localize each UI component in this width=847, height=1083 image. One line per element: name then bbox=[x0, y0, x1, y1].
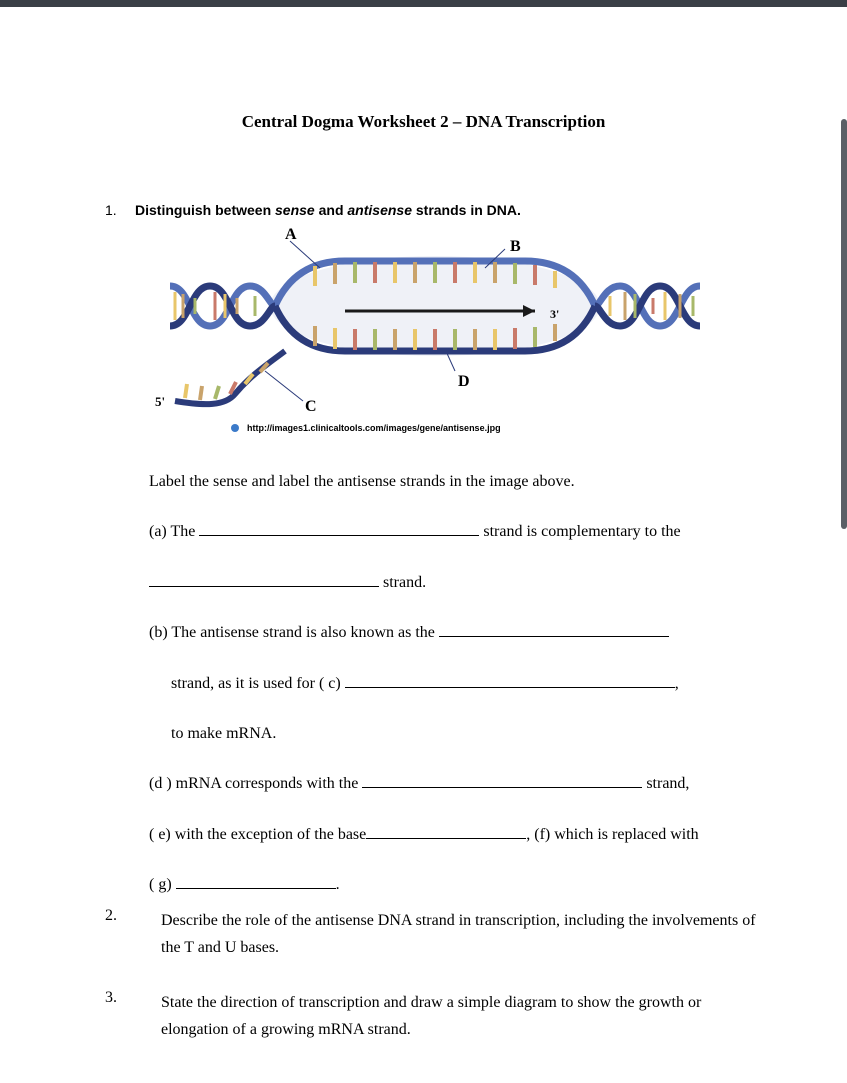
q1a-blank1 bbox=[199, 522, 479, 536]
q1-a-line2: strand. bbox=[149, 572, 767, 594]
q1-d: (d ) mRNA corresponds with the strand, bbox=[149, 773, 767, 795]
q1a-blank2 bbox=[149, 572, 379, 586]
q2-text: Describe the role of the antisense DNA s… bbox=[161, 907, 767, 961]
dna-diagram: A B C D 5' 3' http://images1.clinicaltoo… bbox=[135, 226, 767, 441]
q1-prompt-after: strands in DNA. bbox=[412, 202, 521, 218]
q1-b-line3: to make mRNA. bbox=[149, 723, 767, 745]
label-3prime: 3' bbox=[550, 307, 559, 321]
q1g-blank bbox=[176, 875, 336, 889]
q1-prompt-mid: and bbox=[315, 202, 348, 218]
q1g-after: . bbox=[336, 876, 340, 893]
scrollbar[interactable] bbox=[841, 119, 847, 529]
q1-number: 1. bbox=[105, 202, 121, 218]
q1b-before: (b) The antisense strand is also known a… bbox=[149, 624, 439, 641]
dna-svg: A B C D 5' 3' http://images1.clinicaltoo… bbox=[135, 226, 735, 436]
q1e-after: , (f) which is replaced with bbox=[526, 826, 698, 843]
q1-prompt: Distinguish between sense and antisense … bbox=[135, 202, 521, 218]
q1-a: (a) The strand is complementary to the bbox=[149, 521, 767, 543]
q1-sense: sense bbox=[275, 202, 315, 218]
document-page: Central Dogma Worksheet 2 – DNA Transcri… bbox=[0, 112, 847, 1083]
q1-prompt-part1: Distinguish between bbox=[135, 202, 275, 218]
q1c-blank bbox=[345, 673, 675, 687]
q1d-blank bbox=[362, 774, 642, 788]
question-1: 1. Distinguish between sense and antisen… bbox=[105, 202, 767, 218]
q1-e: ( e) with the exception of the base , (f)… bbox=[149, 824, 767, 846]
q1b-comma: , bbox=[675, 675, 679, 692]
label-B: B bbox=[510, 238, 521, 255]
label-A: A bbox=[285, 226, 297, 243]
label-C: C bbox=[305, 398, 317, 415]
content-area: 1. Distinguish between sense and antisen… bbox=[105, 202, 767, 1043]
q3-text: State the direction of transcription and… bbox=[161, 989, 767, 1043]
q1b-blank1 bbox=[439, 623, 669, 637]
diagram-caption: http://images1.clinicaltools.com/images/… bbox=[247, 423, 501, 433]
q1a-line2-after: strand. bbox=[379, 574, 426, 591]
question-2: 2. Describe the role of the antisense DN… bbox=[105, 907, 767, 961]
q1e-before: ( e) with the exception of the base bbox=[149, 826, 366, 843]
q1-g: ( g) . bbox=[149, 874, 767, 896]
label-5prime: 5' bbox=[155, 394, 165, 409]
q1a-after: strand is complementary to the bbox=[479, 523, 680, 540]
q1-antisense: antisense bbox=[347, 202, 412, 218]
q2-number: 2. bbox=[105, 907, 121, 925]
question-3: 3. State the direction of transcription … bbox=[105, 989, 767, 1043]
q1g-before: ( g) bbox=[149, 876, 176, 893]
q1a-before: (a) The bbox=[149, 523, 199, 540]
q1b-line2-before: strand, as it is used for ( c) bbox=[171, 675, 345, 692]
page-title: Central Dogma Worksheet 2 – DNA Transcri… bbox=[20, 112, 827, 132]
q1e-blank bbox=[366, 824, 526, 838]
q3-number: 3. bbox=[105, 989, 121, 1007]
q1-instruction: Label the sense and label the antisense … bbox=[149, 471, 767, 493]
q1d-before: (d ) mRNA corresponds with the bbox=[149, 775, 362, 792]
q1d-after: strand, bbox=[642, 775, 689, 792]
q1-b: (b) The antisense strand is also known a… bbox=[149, 622, 767, 644]
viewer-topbar bbox=[0, 0, 847, 7]
q1-b-line2: strand, as it is used for ( c) , bbox=[149, 673, 767, 695]
label-D: D bbox=[458, 373, 470, 390]
